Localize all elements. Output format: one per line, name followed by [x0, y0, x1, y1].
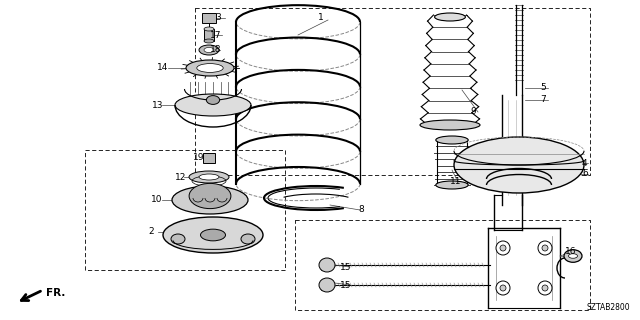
- Ellipse shape: [163, 217, 263, 253]
- Text: 15: 15: [340, 262, 351, 271]
- Text: 19: 19: [193, 154, 205, 163]
- FancyBboxPatch shape: [204, 29, 214, 41]
- Text: 7: 7: [540, 95, 546, 105]
- Ellipse shape: [199, 174, 219, 180]
- Ellipse shape: [436, 136, 468, 144]
- Ellipse shape: [319, 258, 335, 272]
- Text: 15: 15: [340, 281, 351, 290]
- Text: SZTAB2800: SZTAB2800: [586, 303, 630, 312]
- Ellipse shape: [420, 120, 480, 130]
- Text: 8: 8: [358, 205, 364, 214]
- Circle shape: [542, 285, 548, 291]
- Ellipse shape: [319, 278, 335, 292]
- Circle shape: [500, 245, 506, 251]
- FancyBboxPatch shape: [203, 153, 215, 163]
- Text: 6: 6: [582, 170, 588, 179]
- Ellipse shape: [436, 181, 468, 189]
- Ellipse shape: [200, 229, 225, 241]
- Ellipse shape: [199, 45, 219, 55]
- Ellipse shape: [206, 96, 220, 104]
- Ellipse shape: [568, 254, 577, 258]
- Ellipse shape: [204, 27, 214, 31]
- Circle shape: [496, 281, 510, 295]
- Text: 10: 10: [151, 196, 163, 204]
- Ellipse shape: [204, 39, 214, 43]
- Text: FR.: FR.: [46, 288, 65, 298]
- Text: 2: 2: [148, 228, 154, 236]
- Ellipse shape: [171, 234, 185, 244]
- Text: 13: 13: [152, 100, 163, 109]
- Text: 5: 5: [540, 84, 546, 92]
- Ellipse shape: [454, 137, 584, 193]
- Ellipse shape: [189, 183, 231, 209]
- Text: 18: 18: [210, 45, 221, 54]
- Text: 17: 17: [210, 30, 221, 39]
- Text: 14: 14: [157, 63, 168, 73]
- Text: 12: 12: [175, 172, 186, 181]
- Ellipse shape: [175, 94, 251, 116]
- Text: 1: 1: [318, 13, 324, 22]
- Text: 9: 9: [470, 108, 476, 116]
- Text: 3: 3: [215, 13, 221, 22]
- Circle shape: [538, 281, 552, 295]
- Ellipse shape: [204, 47, 214, 52]
- Circle shape: [496, 241, 510, 255]
- Text: 4: 4: [582, 158, 588, 167]
- Text: 11: 11: [450, 178, 461, 187]
- Ellipse shape: [172, 186, 248, 214]
- Ellipse shape: [197, 64, 223, 72]
- Ellipse shape: [186, 60, 234, 76]
- Ellipse shape: [564, 250, 582, 262]
- Circle shape: [542, 245, 548, 251]
- Ellipse shape: [189, 171, 229, 183]
- FancyBboxPatch shape: [202, 13, 216, 23]
- Circle shape: [538, 241, 552, 255]
- Ellipse shape: [241, 234, 255, 244]
- Ellipse shape: [435, 13, 465, 21]
- Text: 16: 16: [565, 247, 577, 257]
- Circle shape: [500, 285, 506, 291]
